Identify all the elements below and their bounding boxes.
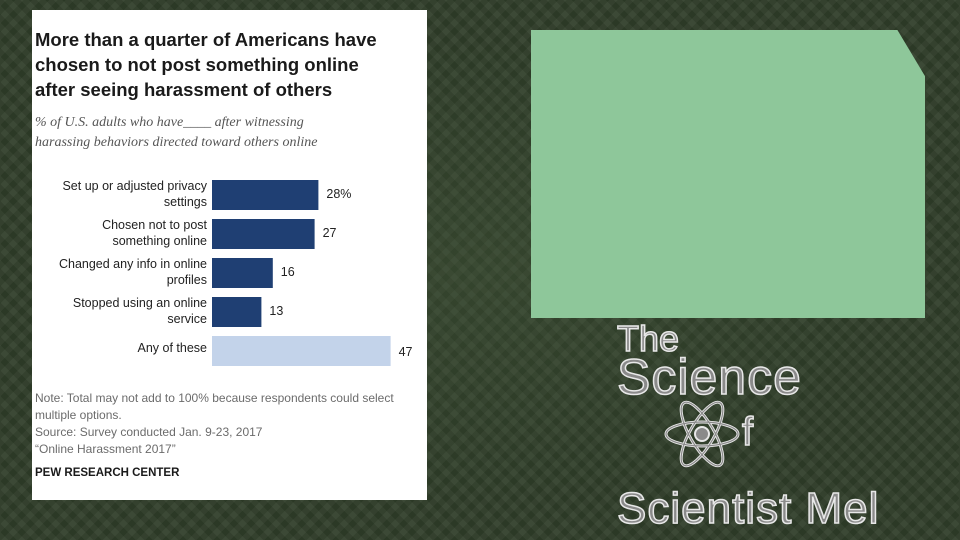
bar [212, 180, 319, 210]
category-label: something online [112, 234, 207, 248]
category-label: Chosen not to post [102, 218, 207, 232]
chart-subtitle-line: % of U.S. adults who have____ after witn… [35, 115, 304, 130]
data-label: 47 [399, 345, 413, 359]
chart-title-line: chosen to not post something online [35, 54, 359, 75]
category-label: Any of these [138, 341, 208, 355]
category-label: service [167, 312, 207, 326]
logo-of-text: f [741, 409, 754, 455]
category-label: settings [164, 195, 207, 209]
chart-note-line: “Online Harassment 2017” [35, 442, 176, 456]
bar [212, 297, 262, 327]
data-label: 13 [269, 304, 283, 318]
bar [212, 258, 273, 288]
chart-title-line: More than a quarter of Americans have [35, 29, 377, 50]
chart-panel: More than a quarter of Americans have cho… [32, 10, 427, 500]
logo-the-text: The [616, 317, 680, 360]
data-label: 16 [281, 265, 295, 279]
category-label: profiles [167, 273, 207, 287]
logo-science-text: Science [616, 348, 802, 406]
category-label: Stopped using an online [73, 296, 207, 310]
category-label: Changed any info in online [59, 257, 207, 271]
source-organization: PEW RESEARCH CENTER [35, 467, 180, 479]
bar [212, 219, 315, 249]
logo-scientist-name: Scientist Mel [616, 483, 880, 534]
data-label: 28% [326, 187, 351, 201]
chart-note-line: multiple options. [35, 408, 122, 422]
chart-note-line: Note: Total may not add to 100% because … [35, 391, 394, 405]
atom-icon [664, 400, 740, 468]
chart-title-line: after seeing harassment of others [35, 79, 332, 100]
data-label: 27 [323, 226, 337, 240]
category-label: Set up or adjusted privacy [62, 179, 207, 193]
image-placeholder-box [531, 30, 925, 318]
bar-chart: More than a quarter of Americans have cho… [35, 29, 413, 479]
bar [212, 336, 391, 366]
chart-subtitle-line: harassing behaviors directed toward othe… [35, 135, 317, 150]
chart-note-line: Source: Survey conducted Jan. 9-23, 2017 [35, 425, 263, 439]
